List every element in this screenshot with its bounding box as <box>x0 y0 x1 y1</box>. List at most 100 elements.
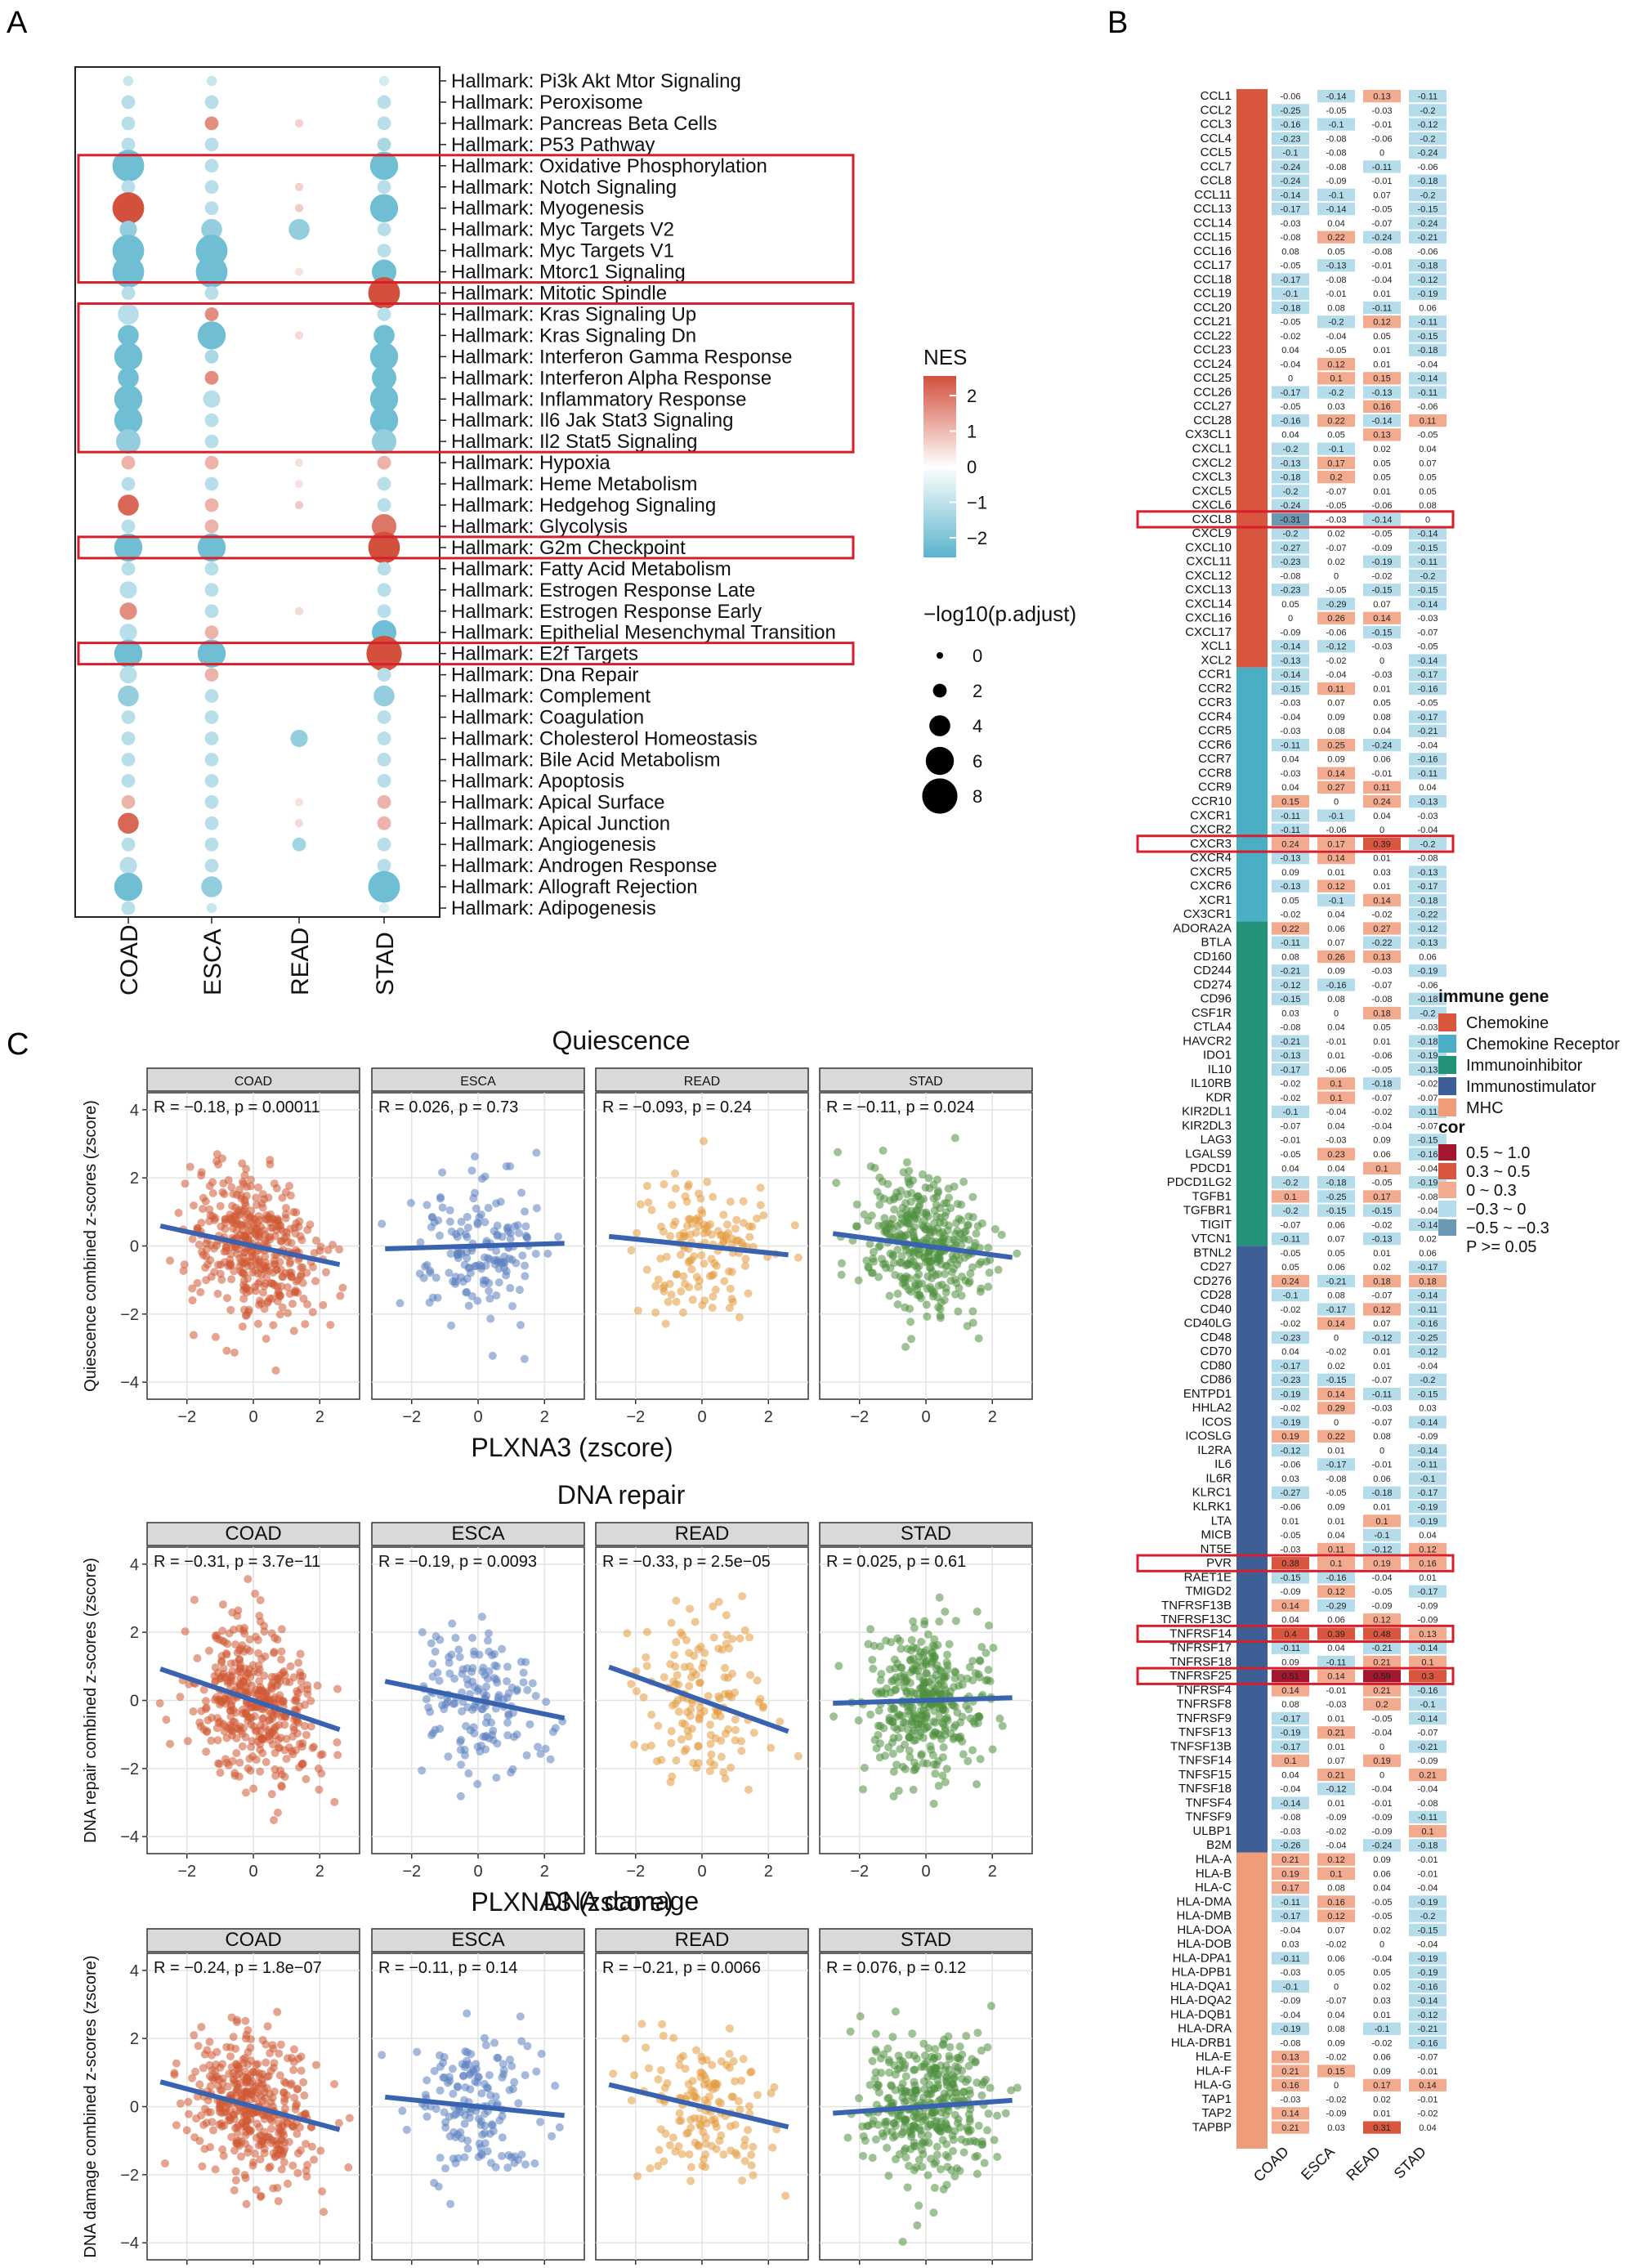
cor-value: 0.22 <box>1327 1432 1344 1442</box>
data-point <box>1013 1249 1022 1258</box>
data-point <box>937 2061 946 2070</box>
cor-value: 0.05 <box>1327 431 1344 441</box>
data-point <box>695 1678 704 1687</box>
cor-value: -0.14 <box>1326 92 1346 102</box>
cor-value: 0.04 <box>1373 812 1390 821</box>
data-point <box>451 1634 460 1643</box>
cor-value: -0.07 <box>1417 1729 1438 1738</box>
cor-value: 0.05 <box>1373 473 1390 483</box>
cor-value: 0.2 <box>1375 1700 1388 1710</box>
cor-value: 0.39 <box>1373 839 1390 849</box>
dot <box>204 116 219 131</box>
data-point <box>436 1231 445 1240</box>
legend-cor-label: 0.3 ~ 0.5 <box>1466 1163 1530 1181</box>
data-point <box>253 1279 262 1288</box>
data-point <box>188 1296 197 1305</box>
data-point <box>257 1270 266 1279</box>
legend-cor-swatch <box>1438 1201 1456 1217</box>
cor-cell <box>1317 230 1355 244</box>
data-point <box>893 1246 902 1255</box>
cor-value: 0 <box>1334 1418 1339 1428</box>
cor-value: 0.1 <box>1284 1192 1296 1202</box>
data-point <box>871 2029 880 2038</box>
data-point <box>523 1685 532 1694</box>
cor-value: -0.06 <box>1417 247 1438 257</box>
data-point <box>938 1228 947 1237</box>
data-point <box>326 1321 335 1330</box>
gene-label: KIR2DL1 <box>1182 1105 1232 1119</box>
data-point <box>722 2060 731 2069</box>
data-point <box>197 2111 206 2120</box>
x-tick-label: 2 <box>988 1408 997 1426</box>
data-point <box>463 1680 472 1689</box>
data-point <box>959 2148 968 2157</box>
dot <box>204 794 219 809</box>
cor-value: 0.09 <box>1327 967 1344 977</box>
data-point <box>451 2158 460 2167</box>
cor-value: -0.21 <box>1417 727 1438 736</box>
cor-cell <box>1317 682 1355 696</box>
facet-title: COAD <box>235 1075 272 1089</box>
cor-value: -0.13 <box>1417 938 1438 948</box>
cor-cell <box>1272 640 1309 653</box>
cor-value: -0.16 <box>1326 1573 1346 1583</box>
data-point <box>893 1725 902 1734</box>
size-key-dot <box>937 652 943 659</box>
cor-cell <box>1409 964 1447 977</box>
gene-label: HLA-DPB1 <box>1172 1966 1232 1979</box>
dot <box>294 204 304 212</box>
cor-value: -0.04 <box>1371 1785 1392 1795</box>
data-point <box>226 1707 235 1716</box>
data-point <box>259 1226 268 1235</box>
gene-label: HLA-DQB1 <box>1170 2007 1232 2021</box>
data-point <box>473 1296 482 1305</box>
data-point <box>230 2146 239 2155</box>
data-point <box>966 2105 975 2114</box>
data-point <box>877 2069 886 2078</box>
cor-value: 0.08 <box>1281 247 1299 257</box>
cor-value: 0.03 <box>1281 1009 1299 1018</box>
cor-value: -0.08 <box>1280 1023 1300 1033</box>
data-point <box>684 1732 693 1741</box>
cor-value: 0 <box>1334 798 1339 807</box>
data-point <box>973 2151 982 2160</box>
data-point <box>423 1201 432 1210</box>
cor-cell <box>1409 837 1447 851</box>
gene-label: CCL4 <box>1201 132 1232 145</box>
cor-cell <box>1409 386 1447 399</box>
data-point <box>521 1261 530 1270</box>
cor-value: 0.1 <box>1330 1559 1342 1569</box>
data-point <box>914 2155 923 2164</box>
dot <box>121 137 136 152</box>
data-point <box>954 1307 963 1316</box>
data-point <box>160 2159 169 2168</box>
data-point <box>427 1639 436 1648</box>
gene-label: TNFSF14 <box>1178 1754 1232 1768</box>
data-point <box>232 2136 241 2145</box>
cor-value: -0.02 <box>1371 1220 1392 1230</box>
cor-cell <box>1409 1458 1447 1471</box>
cor-cell <box>1317 386 1355 399</box>
data-point <box>950 2127 959 2136</box>
cor-value: -0.21 <box>1280 1037 1300 1047</box>
cor-value: 0.04 <box>1419 1531 1436 1541</box>
data-point <box>855 2094 864 2103</box>
data-point <box>880 1214 889 1223</box>
gene-label: CD48 <box>1201 1331 1232 1344</box>
cor-value: 0.01 <box>1373 1362 1390 1371</box>
cor-value: -0.05 <box>1371 1898 1392 1908</box>
cor-cell <box>1409 1839 1447 1852</box>
data-point <box>722 1631 731 1639</box>
data-point <box>241 1788 250 1797</box>
cor-value: -0.19 <box>1417 1954 1438 1964</box>
cor-value: -0.16 <box>1417 1150 1438 1160</box>
dot <box>369 406 399 435</box>
data-point <box>993 2152 1002 2161</box>
data-point <box>396 1299 405 1308</box>
data-point <box>938 1771 947 1780</box>
cor-value: -0.06 <box>1371 501 1392 511</box>
data-point <box>656 2125 665 2134</box>
data-point <box>190 1201 199 1210</box>
cor-cell <box>1363 1613 1401 1626</box>
